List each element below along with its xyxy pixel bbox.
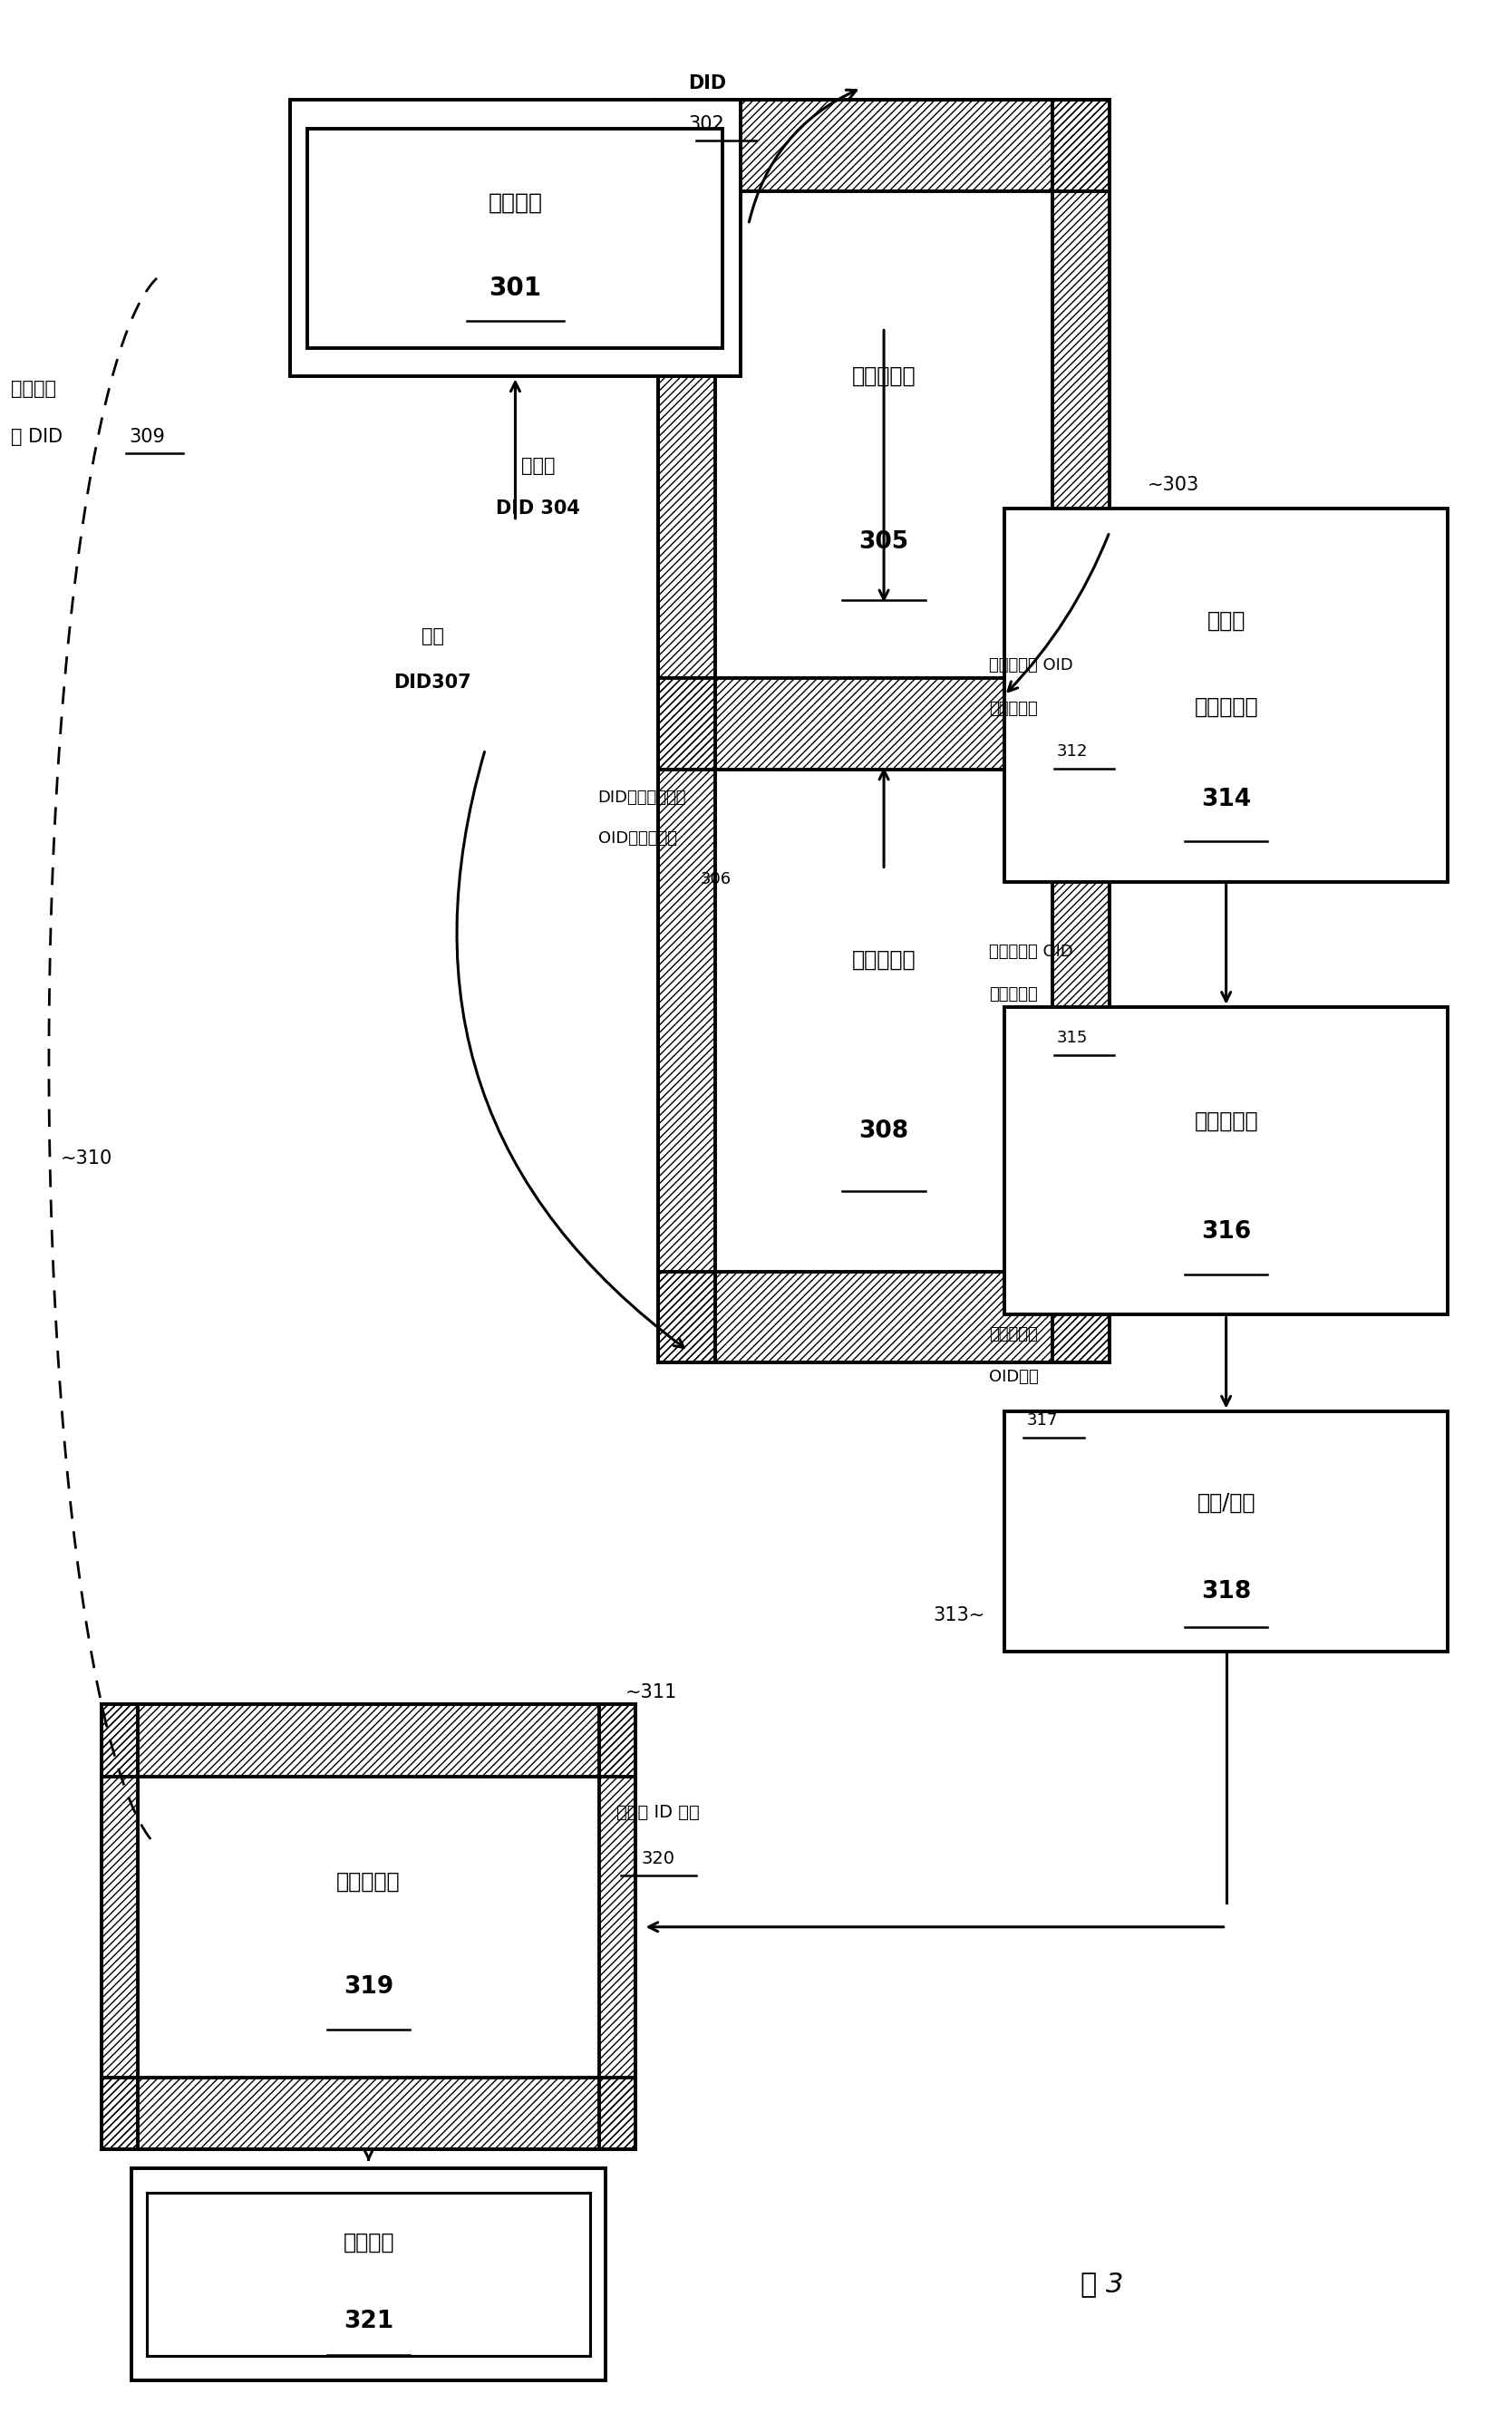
Bar — [1052, 99, 1110, 1363]
Bar — [658, 1272, 1110, 1363]
Bar — [101, 2078, 635, 2150]
Bar — [1004, 1006, 1448, 1315]
Text: 309: 309 — [129, 427, 165, 446]
Text: 卡完成机器: 卡完成机器 — [337, 1870, 401, 1892]
Text: 315: 315 — [1057, 1030, 1089, 1047]
Text: OID的卡: OID的卡 — [989, 1368, 1039, 1385]
Text: 图 3: 图 3 — [1081, 2271, 1123, 2297]
Bar — [101, 1704, 138, 2150]
Bar — [658, 99, 1110, 191]
Text: 318: 318 — [1201, 1581, 1252, 1602]
Text: 成功的: 成功的 — [520, 456, 555, 475]
Text: 313~: 313~ — [933, 1607, 986, 1624]
Text: 读取/写入: 读取/写入 — [1198, 1491, 1255, 1513]
Bar — [132, 2169, 605, 2379]
Bar — [307, 128, 723, 347]
Bar — [1004, 509, 1448, 881]
Bar — [147, 2193, 591, 2358]
Text: 319: 319 — [343, 1976, 393, 1998]
Bar — [1004, 1412, 1448, 1650]
Bar — [658, 678, 1110, 770]
Text: 316: 316 — [1201, 1221, 1252, 1243]
Text: DID 304: DID 304 — [496, 499, 581, 519]
Text: 完成的卡: 完成的卡 — [343, 2232, 395, 2254]
Text: 具有嵌入式: 具有嵌入式 — [989, 1325, 1037, 1342]
Bar — [101, 1704, 635, 1776]
Text: 314: 314 — [1201, 789, 1250, 811]
Bar — [600, 1704, 635, 2150]
Text: 发行: 发行 — [422, 627, 445, 644]
Bar — [658, 99, 1110, 191]
Text: 305: 305 — [859, 531, 909, 553]
Text: 306: 306 — [700, 871, 732, 888]
Text: 卡图形网站: 卡图形网站 — [851, 364, 916, 386]
Text: 卡发行商: 卡发行商 — [488, 191, 543, 212]
Text: DID307: DID307 — [393, 673, 472, 690]
Bar — [1052, 99, 1110, 1363]
Bar — [658, 99, 715, 1363]
Bar — [715, 770, 1052, 1272]
Text: 317: 317 — [1027, 1412, 1058, 1428]
Bar — [138, 1776, 600, 2078]
Bar — [101, 1704, 138, 2150]
Bar — [658, 99, 1110, 1363]
Text: 卡图形仓库: 卡图形仓库 — [851, 948, 916, 970]
Text: OID的数字图像: OID的数字图像 — [599, 830, 677, 847]
Bar — [658, 678, 1110, 770]
Bar — [658, 99, 715, 1363]
Bar — [101, 2078, 635, 2150]
Text: DID和具有嵌入式: DID和具有嵌入式 — [599, 789, 686, 806]
Bar — [658, 1272, 1110, 1363]
Text: 302: 302 — [688, 116, 724, 133]
Text: ~310: ~310 — [60, 1149, 113, 1168]
Text: 具有嵌入式 OID: 具有嵌入式 OID — [989, 943, 1074, 960]
Text: 320: 320 — [641, 1851, 674, 1868]
Bar — [600, 1704, 635, 2150]
Text: 308: 308 — [859, 1120, 909, 1144]
Text: 金融信息: 金融信息 — [11, 379, 56, 398]
Text: DID: DID — [688, 75, 726, 92]
Text: 301: 301 — [488, 275, 541, 302]
Bar — [715, 191, 1052, 678]
Text: 数字打印机: 数字打印机 — [1194, 1110, 1258, 1132]
Text: 具有嵌入式 OID: 具有嵌入式 OID — [989, 656, 1074, 673]
Bar — [101, 1704, 635, 2150]
Text: 具有磁 ID 的卡: 具有磁 ID 的卡 — [617, 1805, 700, 1822]
Text: ~303: ~303 — [1148, 475, 1199, 495]
Text: 的数字图像: 的数字图像 — [989, 987, 1037, 1004]
Bar — [101, 1704, 635, 1776]
Text: 和 DID: 和 DID — [11, 427, 70, 446]
Text: 打印服务器: 打印服务器 — [1194, 695, 1258, 717]
Text: ~311: ~311 — [624, 1684, 677, 1701]
Text: 321: 321 — [343, 2309, 393, 2333]
Text: 312: 312 — [1057, 743, 1089, 760]
Text: 卡图形: 卡图形 — [1207, 610, 1246, 632]
Bar — [290, 99, 741, 376]
Text: 的数字图像: 的数字图像 — [989, 700, 1037, 717]
